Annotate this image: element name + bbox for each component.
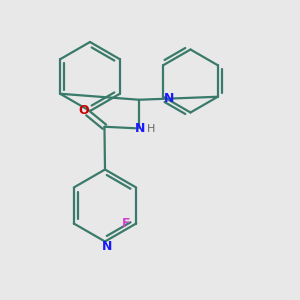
Text: N: N: [135, 122, 146, 135]
Text: O: O: [78, 104, 89, 117]
Text: H: H: [147, 124, 156, 134]
Text: F: F: [122, 217, 131, 230]
Text: N: N: [102, 240, 112, 254]
Text: N: N: [164, 92, 174, 105]
